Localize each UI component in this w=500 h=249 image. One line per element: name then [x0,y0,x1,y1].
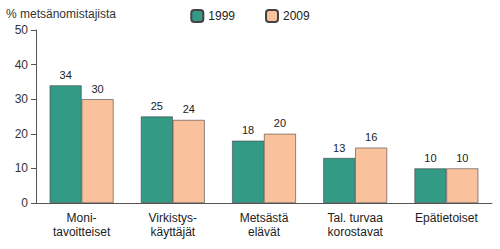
svg-text:16: 16 [365,131,377,143]
svg-text:34: 34 [60,69,72,81]
svg-text:korostavat: korostavat [328,225,384,239]
svg-text:% metsänomistajista: % metsänomistajista [6,7,116,21]
svg-text:30: 30 [91,83,103,95]
svg-text:50: 50 [15,23,29,37]
svg-text:0: 0 [21,196,28,210]
svg-text:25: 25 [151,100,163,112]
svg-text:Tal. turvaa: Tal. turvaa [328,211,384,225]
svg-text:40: 40 [15,58,29,72]
svg-text:tavoitteiset: tavoitteiset [53,225,111,239]
svg-text:1999: 1999 [208,9,235,23]
svg-text:20: 20 [15,127,29,141]
svg-text:24: 24 [183,103,195,115]
svg-text:elävät: elävät [248,225,281,239]
svg-text:10: 10 [15,161,29,175]
svg-text:10: 10 [456,152,468,164]
svg-text:10: 10 [424,152,436,164]
svg-text:2009: 2009 [283,9,310,23]
svg-text:Epätietoiset: Epätietoiset [415,211,478,225]
svg-text:käyttäjät: käyttäjät [150,225,195,239]
svg-text:Metsästä: Metsästä [240,211,289,225]
svg-text:Virkistys-: Virkistys- [149,211,197,225]
svg-text:30: 30 [15,92,29,106]
svg-text:13: 13 [333,142,345,154]
svg-text:18: 18 [242,124,254,136]
svg-text:Moni-: Moni- [67,211,97,225]
svg-text:20: 20 [274,117,286,129]
